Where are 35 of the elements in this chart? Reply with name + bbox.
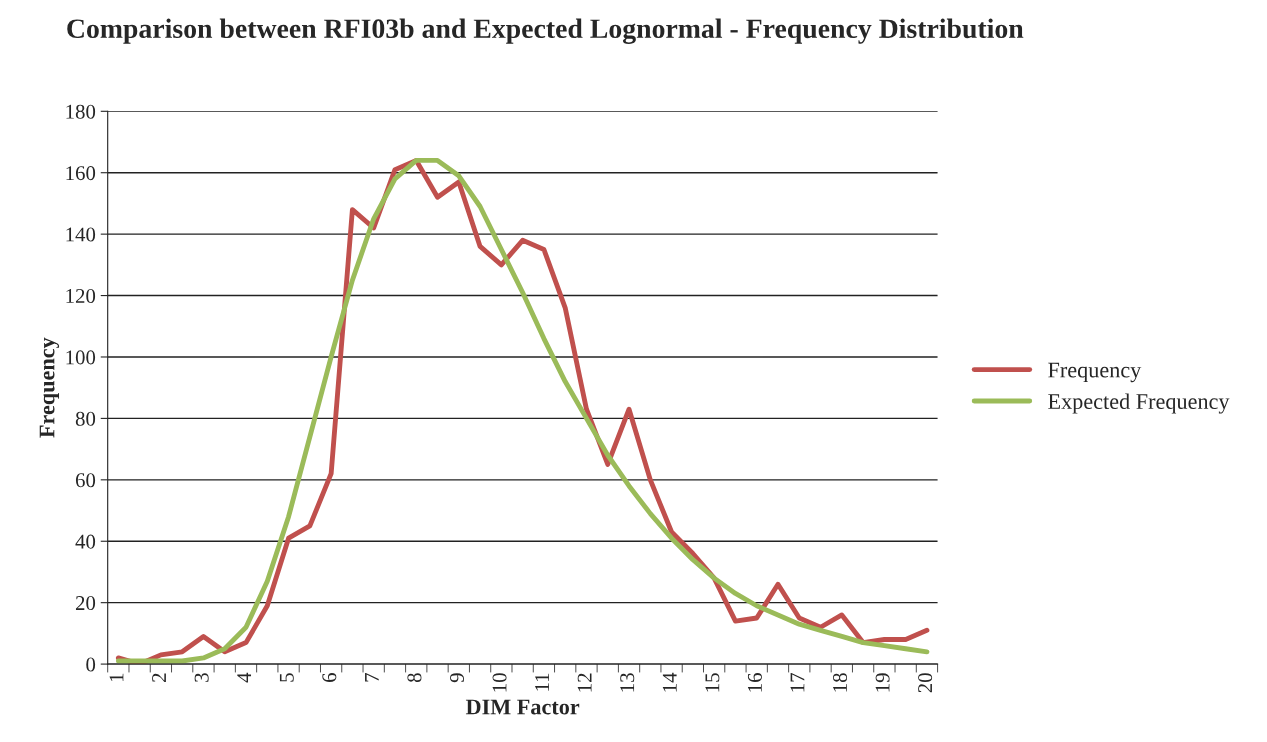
y-tick-label: 60 (75, 473, 96, 488)
chart-title: Comparison between RFI03b and Expected Lognormal - Frequency Distribution (67, 18, 1024, 44)
y-tick-label: 20 (75, 596, 96, 611)
x-tick-label: 4 (237, 672, 252, 683)
x-tick-label: 8 (407, 673, 422, 683)
y-tick-label: 120 (66, 288, 96, 303)
x-tick-label: 5 (279, 673, 294, 682)
x-tick-label: 3 (194, 673, 209, 682)
legend-label: Expected Frequency (1048, 393, 1230, 414)
x-tick-label: 19 (875, 673, 890, 692)
x-tick-label: 9 (450, 673, 465, 683)
x-tick-label: 20 (918, 673, 933, 693)
y-tick-label: 100 (66, 350, 96, 365)
x-tick-label: 10 (492, 673, 507, 692)
x-tick-label: 11 (535, 673, 549, 691)
x-tick-label: 6 (322, 673, 337, 682)
y-tick-label: 40 (75, 534, 96, 549)
x-tick-label: 2 (152, 673, 166, 682)
x-tick-label: 14 (662, 672, 677, 692)
x-tick-label: 15 (705, 673, 720, 692)
x-tick-label: 1 (109, 673, 124, 682)
x-tick-label: 12 (577, 673, 592, 692)
y-tick-label: 180 (66, 104, 96, 119)
legend-label: Frequency (1048, 362, 1142, 383)
x-tick-label: 13 (620, 673, 635, 692)
y-axis-title: Frequency (39, 337, 60, 438)
x-tick-label: 16 (747, 673, 762, 692)
y-tick-label: 0 (86, 657, 96, 672)
y-tick-label: 80 (75, 411, 96, 426)
y-tick-label: 160 (66, 166, 96, 181)
x-tick-label: 17 (790, 673, 805, 692)
x-axis-title: DIM Factor (465, 699, 580, 715)
x-tick-label: 18 (832, 673, 848, 692)
x-tick-label: 7 (365, 673, 379, 682)
y-tick-label: 140 (66, 227, 96, 242)
